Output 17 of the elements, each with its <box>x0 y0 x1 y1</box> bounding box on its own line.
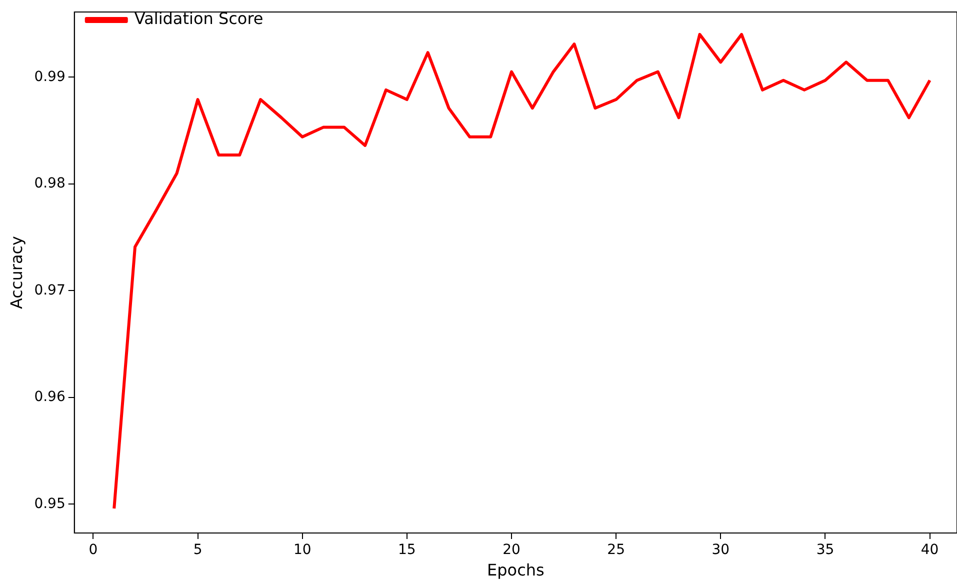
x-tick-label: 5 <box>193 542 202 558</box>
y-axis-title: Accuracy <box>6 236 26 310</box>
y-tick-label: 0.97 <box>34 282 66 298</box>
x-tick-label: 40 <box>920 542 939 558</box>
x-tick-label: 15 <box>398 542 416 558</box>
x-tick-label: 10 <box>293 542 312 558</box>
x-tick-label: 25 <box>607 542 625 558</box>
y-tick-label: 0.99 <box>34 68 66 85</box>
legend-label: Validation Score <box>134 9 264 28</box>
x-tick-label: 35 <box>816 542 834 558</box>
y-tick-label: 0.95 <box>34 496 66 512</box>
x-axis-title: Epochs <box>487 560 544 580</box>
y-tick-label: 0.96 <box>34 389 66 406</box>
x-tick-label: 20 <box>502 542 520 558</box>
x-tick-label: 0 <box>88 542 98 558</box>
x-tick-label: 30 <box>712 542 730 558</box>
y-tick-label: 0.98 <box>34 176 66 192</box>
